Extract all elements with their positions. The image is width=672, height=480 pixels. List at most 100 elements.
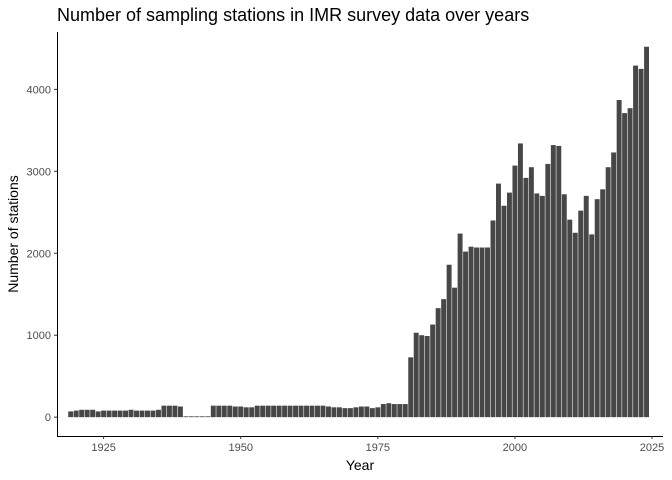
bar-1929 bbox=[123, 410, 129, 418]
bar-1967 bbox=[331, 407, 337, 418]
bar-1981 bbox=[408, 357, 414, 418]
bar-1942 bbox=[194, 416, 200, 418]
bar-1930 bbox=[128, 409, 134, 418]
bar-2019 bbox=[616, 100, 622, 418]
bar-1935 bbox=[155, 409, 161, 418]
y-tick-label: 3000 bbox=[27, 166, 51, 178]
bar-2020 bbox=[622, 113, 628, 418]
bar-1948 bbox=[227, 405, 233, 418]
bar-1932 bbox=[139, 410, 145, 418]
bar-2007 bbox=[550, 145, 556, 418]
bar-1995 bbox=[485, 247, 490, 418]
x-tick-label: 1950 bbox=[228, 442, 252, 454]
bar-1934 bbox=[150, 410, 156, 418]
bar-1944 bbox=[205, 416, 211, 418]
bar-2023 bbox=[638, 68, 644, 418]
bar-2021 bbox=[627, 108, 633, 418]
bar-2013 bbox=[583, 195, 589, 418]
bar-2004 bbox=[534, 193, 540, 418]
bar-1922 bbox=[84, 409, 90, 418]
y-tick-label: 4000 bbox=[27, 84, 51, 96]
bar-2001 bbox=[517, 143, 523, 418]
y-ticks-group: 0 1000 2000 3000 4000 bbox=[27, 84, 57, 424]
bar-1994 bbox=[479, 247, 485, 418]
bar-1999 bbox=[506, 192, 512, 418]
bar-1961 bbox=[298, 405, 304, 418]
bar-1955 bbox=[265, 405, 271, 418]
y-tick-label: 2000 bbox=[27, 248, 51, 260]
x-tick-label: 1925 bbox=[91, 442, 115, 454]
bar-2018 bbox=[611, 152, 617, 418]
bar-1991 bbox=[463, 251, 469, 418]
y-tick-label: 1000 bbox=[27, 330, 51, 342]
bar-1940 bbox=[183, 416, 189, 418]
bar-1985 bbox=[430, 324, 436, 418]
bar-1988 bbox=[446, 264, 452, 418]
bar-1978 bbox=[391, 404, 397, 418]
bar-1969 bbox=[342, 408, 348, 418]
bar-1936 bbox=[161, 405, 167, 418]
bar-2014 bbox=[589, 234, 595, 418]
bar-2000 bbox=[512, 165, 518, 418]
bar-1939 bbox=[177, 406, 183, 418]
bar-1958 bbox=[282, 405, 288, 418]
bar-1996 bbox=[490, 220, 496, 418]
bar-1982 bbox=[413, 332, 419, 418]
bar-2015 bbox=[594, 199, 600, 418]
y-tick-label: 0 bbox=[45, 412, 51, 424]
bar-1950 bbox=[238, 406, 244, 418]
bar-1965 bbox=[320, 405, 326, 418]
bar-1976 bbox=[380, 404, 386, 418]
bar-1971 bbox=[353, 407, 359, 418]
bar-1924 bbox=[95, 411, 101, 418]
bar-1925 bbox=[101, 410, 107, 418]
y-axis-title: Number of stations bbox=[5, 175, 21, 293]
chart-title: Number of sampling stations in IMR surve… bbox=[57, 5, 529, 25]
bar-1926 bbox=[106, 410, 112, 418]
bar-1986 bbox=[435, 308, 441, 418]
bar-1928 bbox=[117, 410, 123, 418]
x-tick-label: 2000 bbox=[503, 442, 527, 454]
bar-2022 bbox=[633, 65, 639, 418]
bar-1957 bbox=[276, 405, 282, 418]
bar-1998 bbox=[501, 205, 507, 418]
bar-1938 bbox=[172, 405, 178, 418]
bar-1979 bbox=[397, 404, 403, 418]
bar-1987 bbox=[441, 299, 447, 418]
bar-1963 bbox=[309, 405, 315, 418]
bar-1947 bbox=[221, 405, 227, 418]
bar-2017 bbox=[605, 167, 611, 418]
bar-1956 bbox=[271, 405, 277, 418]
bar-1997 bbox=[496, 183, 501, 418]
bar-1980 bbox=[402, 404, 408, 418]
bar-1975 bbox=[375, 407, 381, 418]
x-axis-title: Year bbox=[346, 457, 375, 473]
bar-2006 bbox=[545, 163, 551, 418]
bar-1974 bbox=[369, 408, 375, 418]
bar-1972 bbox=[358, 406, 364, 418]
bar-1977 bbox=[386, 403, 392, 418]
bar-1931 bbox=[134, 410, 139, 418]
bar-2012 bbox=[578, 210, 584, 418]
bar-1952 bbox=[249, 407, 255, 418]
bar-1989 bbox=[452, 287, 458, 418]
bar-1945 bbox=[210, 405, 216, 418]
bar-1953 bbox=[254, 405, 260, 418]
bar-2008 bbox=[556, 145, 562, 418]
bar-1933 bbox=[145, 410, 150, 418]
bar-1951 bbox=[243, 407, 249, 418]
bar-1921 bbox=[79, 409, 85, 418]
bar-1920 bbox=[73, 410, 79, 418]
bar-1927 bbox=[112, 410, 118, 418]
bar-2010 bbox=[567, 219, 573, 418]
bar-1984 bbox=[424, 336, 430, 418]
bar-1960 bbox=[293, 405, 299, 418]
bar-1983 bbox=[419, 335, 425, 418]
bar-1962 bbox=[304, 405, 309, 418]
bar-1973 bbox=[364, 406, 370, 418]
bar-1954 bbox=[260, 405, 266, 418]
bar-1949 bbox=[232, 406, 238, 418]
bar-1992 bbox=[468, 246, 474, 418]
bar-1993 bbox=[474, 247, 480, 418]
